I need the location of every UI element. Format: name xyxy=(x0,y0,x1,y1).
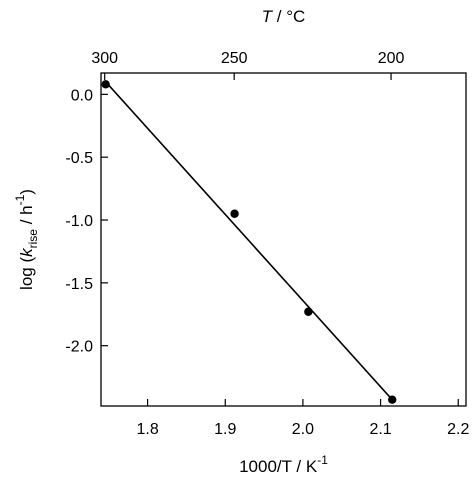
x2-tick-label: 250 xyxy=(221,50,248,67)
x2-axis-title-symbol: T xyxy=(262,7,274,26)
plot-frame xyxy=(100,72,467,407)
y-tick-label: -2.0 xyxy=(65,339,93,356)
ticks: 1.8 1.9 2.0 2.1 2.2 0.0 -0.5 -1.0 -1.5 -2.0 300 250… xyxy=(65,50,469,438)
y-axis-title-prefix: log ( xyxy=(17,257,36,290)
y-tick-label: 0.0 xyxy=(71,87,93,104)
x-tick-label: 1.9 xyxy=(214,421,236,438)
y-axis-title-sub: rise xyxy=(26,229,40,249)
x2-axis-title-unit: / °C xyxy=(272,7,305,26)
data-marks xyxy=(101,80,397,404)
data-point xyxy=(388,395,397,404)
x-axis-title: 1000/T / K-1 xyxy=(239,453,328,476)
x-tick-label: 2.2 xyxy=(447,421,469,438)
y-tick-label: -1.5 xyxy=(65,276,93,293)
y-axis-title: log (krise / h-1) xyxy=(13,189,40,290)
x2-tick-label: 300 xyxy=(91,50,118,67)
y-axis-title-suffix: ) xyxy=(17,189,36,195)
y-tick-label: -0.5 xyxy=(65,150,93,167)
y-axis-title-unit: / h xyxy=(17,205,36,229)
x-tick-label: 2.0 xyxy=(292,421,314,438)
x2-axis-title: T / °C xyxy=(262,7,306,26)
x-axis-title-text: 1000/T / K xyxy=(239,457,318,476)
fit-line xyxy=(105,81,393,401)
y-tick-label: -1.0 xyxy=(65,213,93,230)
axes xyxy=(100,72,467,407)
data-point xyxy=(304,307,313,316)
x-tick-label: 1.8 xyxy=(136,421,158,438)
x-axis-title-sup: -1 xyxy=(317,453,328,467)
y-axis-title-symbol: k xyxy=(17,247,36,257)
x2-tick-label: 200 xyxy=(378,50,405,67)
x-tick-label: 2.1 xyxy=(369,421,391,438)
data-point xyxy=(230,209,239,218)
data-point xyxy=(101,80,110,89)
y-axis-title-sup: -1 xyxy=(13,194,27,205)
